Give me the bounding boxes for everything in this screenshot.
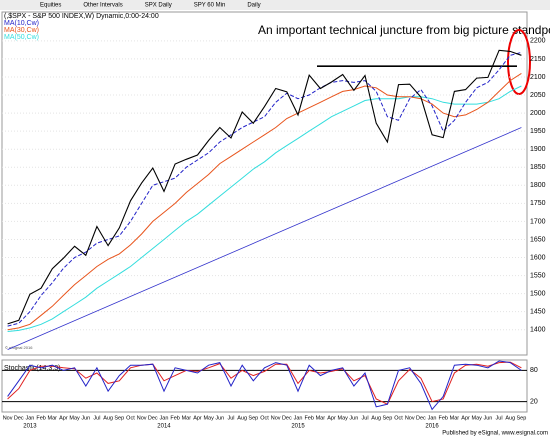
x-tick-label: Sep xyxy=(517,415,527,421)
x-tick-label: Oct xyxy=(260,415,269,421)
annotation: An important technical juncture from big… xyxy=(258,23,550,37)
main-frame xyxy=(1,11,528,356)
x-tick-label: Nov xyxy=(3,415,13,421)
y-tick-label: 2000 xyxy=(530,110,546,117)
y-tick-label: 2200 xyxy=(530,38,546,45)
year-label: 2014 xyxy=(157,424,171,430)
x-tick-label: Dec xyxy=(148,415,158,421)
toolbar-item[interactable]: SPX Daily xyxy=(145,3,172,9)
x-tick-label: Sep xyxy=(248,415,258,421)
x-tick-label: May xyxy=(69,415,80,421)
y-tick-label: 1600 xyxy=(530,254,546,261)
y-tick-label: 1500 xyxy=(530,290,546,297)
x-tick-label: Jul xyxy=(496,415,503,421)
y-tick-label: 1900 xyxy=(530,146,546,153)
x-tick-label: Jun xyxy=(215,415,224,421)
y-tick-label: 1700 xyxy=(530,218,546,225)
x-tick-label: Jun xyxy=(349,415,358,421)
x-tick-label: Jan xyxy=(160,415,169,421)
chart-bg xyxy=(0,10,550,438)
x-tick-label: Aug xyxy=(237,415,247,421)
x-tick-label: Feb xyxy=(438,415,447,421)
x-tick-label: Dec xyxy=(282,415,292,421)
x-tick-label: Sep xyxy=(382,415,392,421)
year-label: 2016 xyxy=(425,424,439,430)
y-tick-label: 80 xyxy=(530,367,538,374)
highlight-ellipse xyxy=(507,29,531,95)
x-tick-label: Oct xyxy=(394,415,403,421)
series-line xyxy=(7,72,522,331)
x-tick-label: Nov xyxy=(271,415,281,421)
stoch-frame xyxy=(1,359,528,413)
legend-entry: MA(10,Cw) xyxy=(4,20,39,27)
chart-title: (,$SPX - S&P 500 INDEX,W) Dynamic,0:00-2… xyxy=(4,13,159,20)
y-tick-label: 2150 xyxy=(530,56,546,63)
x-tick-label: Nov xyxy=(405,415,415,421)
x-tick-label: Jul xyxy=(227,415,234,421)
x-tick-label: Mar xyxy=(48,415,58,421)
y-tick-label: 2050 xyxy=(530,92,546,99)
year-label: 2013 xyxy=(23,424,37,430)
toolbar-item[interactable]: Daily xyxy=(247,3,260,9)
series-line xyxy=(7,360,522,411)
x-tick-label: Nov xyxy=(137,415,147,421)
toolbar-item[interactable]: SPY 60 Min xyxy=(194,3,226,9)
x-tick-label: Jun xyxy=(483,415,492,421)
footer: Published by eSignal, www.esignal.com xyxy=(442,431,548,437)
stoch-title: Stochastic(14,3,3) xyxy=(4,365,60,372)
x-tick-label: May xyxy=(472,415,483,421)
x-tick-label: Apr xyxy=(327,415,336,421)
x-tick-label: Aug xyxy=(505,415,515,421)
x-tick-label: Jun xyxy=(81,415,90,421)
y-tick-label: 20 xyxy=(530,398,538,405)
legend-entry: MA(30,Cw) xyxy=(4,27,39,34)
x-tick-label: Aug xyxy=(371,415,381,421)
x-tick-label: Jan xyxy=(294,415,303,421)
y-tick-label: 1450 xyxy=(530,309,546,316)
x-tick-label: Apr xyxy=(59,415,68,421)
x-tick-label: Jul xyxy=(362,415,369,421)
toolbar-item[interactable]: Other Intervals xyxy=(83,3,122,9)
y-tick-label: 2100 xyxy=(530,74,546,81)
x-tick-label: Dec xyxy=(14,415,24,421)
y-tick-label: 1950 xyxy=(530,128,546,135)
x-tick-label: Apr xyxy=(461,415,470,421)
year-label: 2015 xyxy=(291,424,305,430)
x-tick-label: Apr xyxy=(193,415,202,421)
x-tick-label: Jan xyxy=(25,415,34,421)
x-tick-label: Feb xyxy=(304,415,313,421)
y-tick-label: 1550 xyxy=(530,272,546,279)
y-tick-label: 1850 xyxy=(530,164,546,171)
toolbar-bg xyxy=(0,0,550,10)
x-tick-label: Aug xyxy=(103,415,113,421)
x-tick-label: Sep xyxy=(114,415,124,421)
legend-entry: MA(50,Cw) xyxy=(4,34,39,41)
y-tick-label: 1750 xyxy=(530,200,546,207)
x-tick-label: May xyxy=(337,415,348,421)
x-tick-label: Feb xyxy=(36,415,45,421)
y-tick-label: 1800 xyxy=(530,182,546,189)
y-tick-label: 1400 xyxy=(530,327,546,334)
series-line xyxy=(7,49,522,325)
x-tick-label: Mar xyxy=(450,415,460,421)
x-tick-label: Feb xyxy=(170,415,179,421)
x-tick-label: Jul xyxy=(93,415,100,421)
watermark: © eSignal 2016 xyxy=(5,345,33,350)
x-tick-label: Jan xyxy=(428,415,437,421)
series-line xyxy=(7,85,522,332)
x-tick-label: Dec xyxy=(416,415,426,421)
toolbar-item[interactable]: Equities xyxy=(40,3,61,9)
x-tick-label: May xyxy=(203,415,214,421)
trendline xyxy=(7,127,522,350)
x-tick-label: Mar xyxy=(182,415,192,421)
y-tick-label: 1650 xyxy=(530,236,546,243)
x-tick-label: Oct xyxy=(126,415,135,421)
x-tick-label: Mar xyxy=(316,415,326,421)
